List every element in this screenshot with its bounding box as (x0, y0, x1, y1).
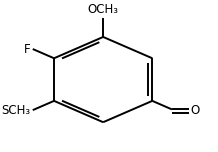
Text: O: O (191, 104, 200, 117)
Text: SCH₃: SCH₃ (2, 104, 31, 117)
Text: OCH₃: OCH₃ (88, 3, 119, 16)
Text: F: F (24, 43, 31, 55)
